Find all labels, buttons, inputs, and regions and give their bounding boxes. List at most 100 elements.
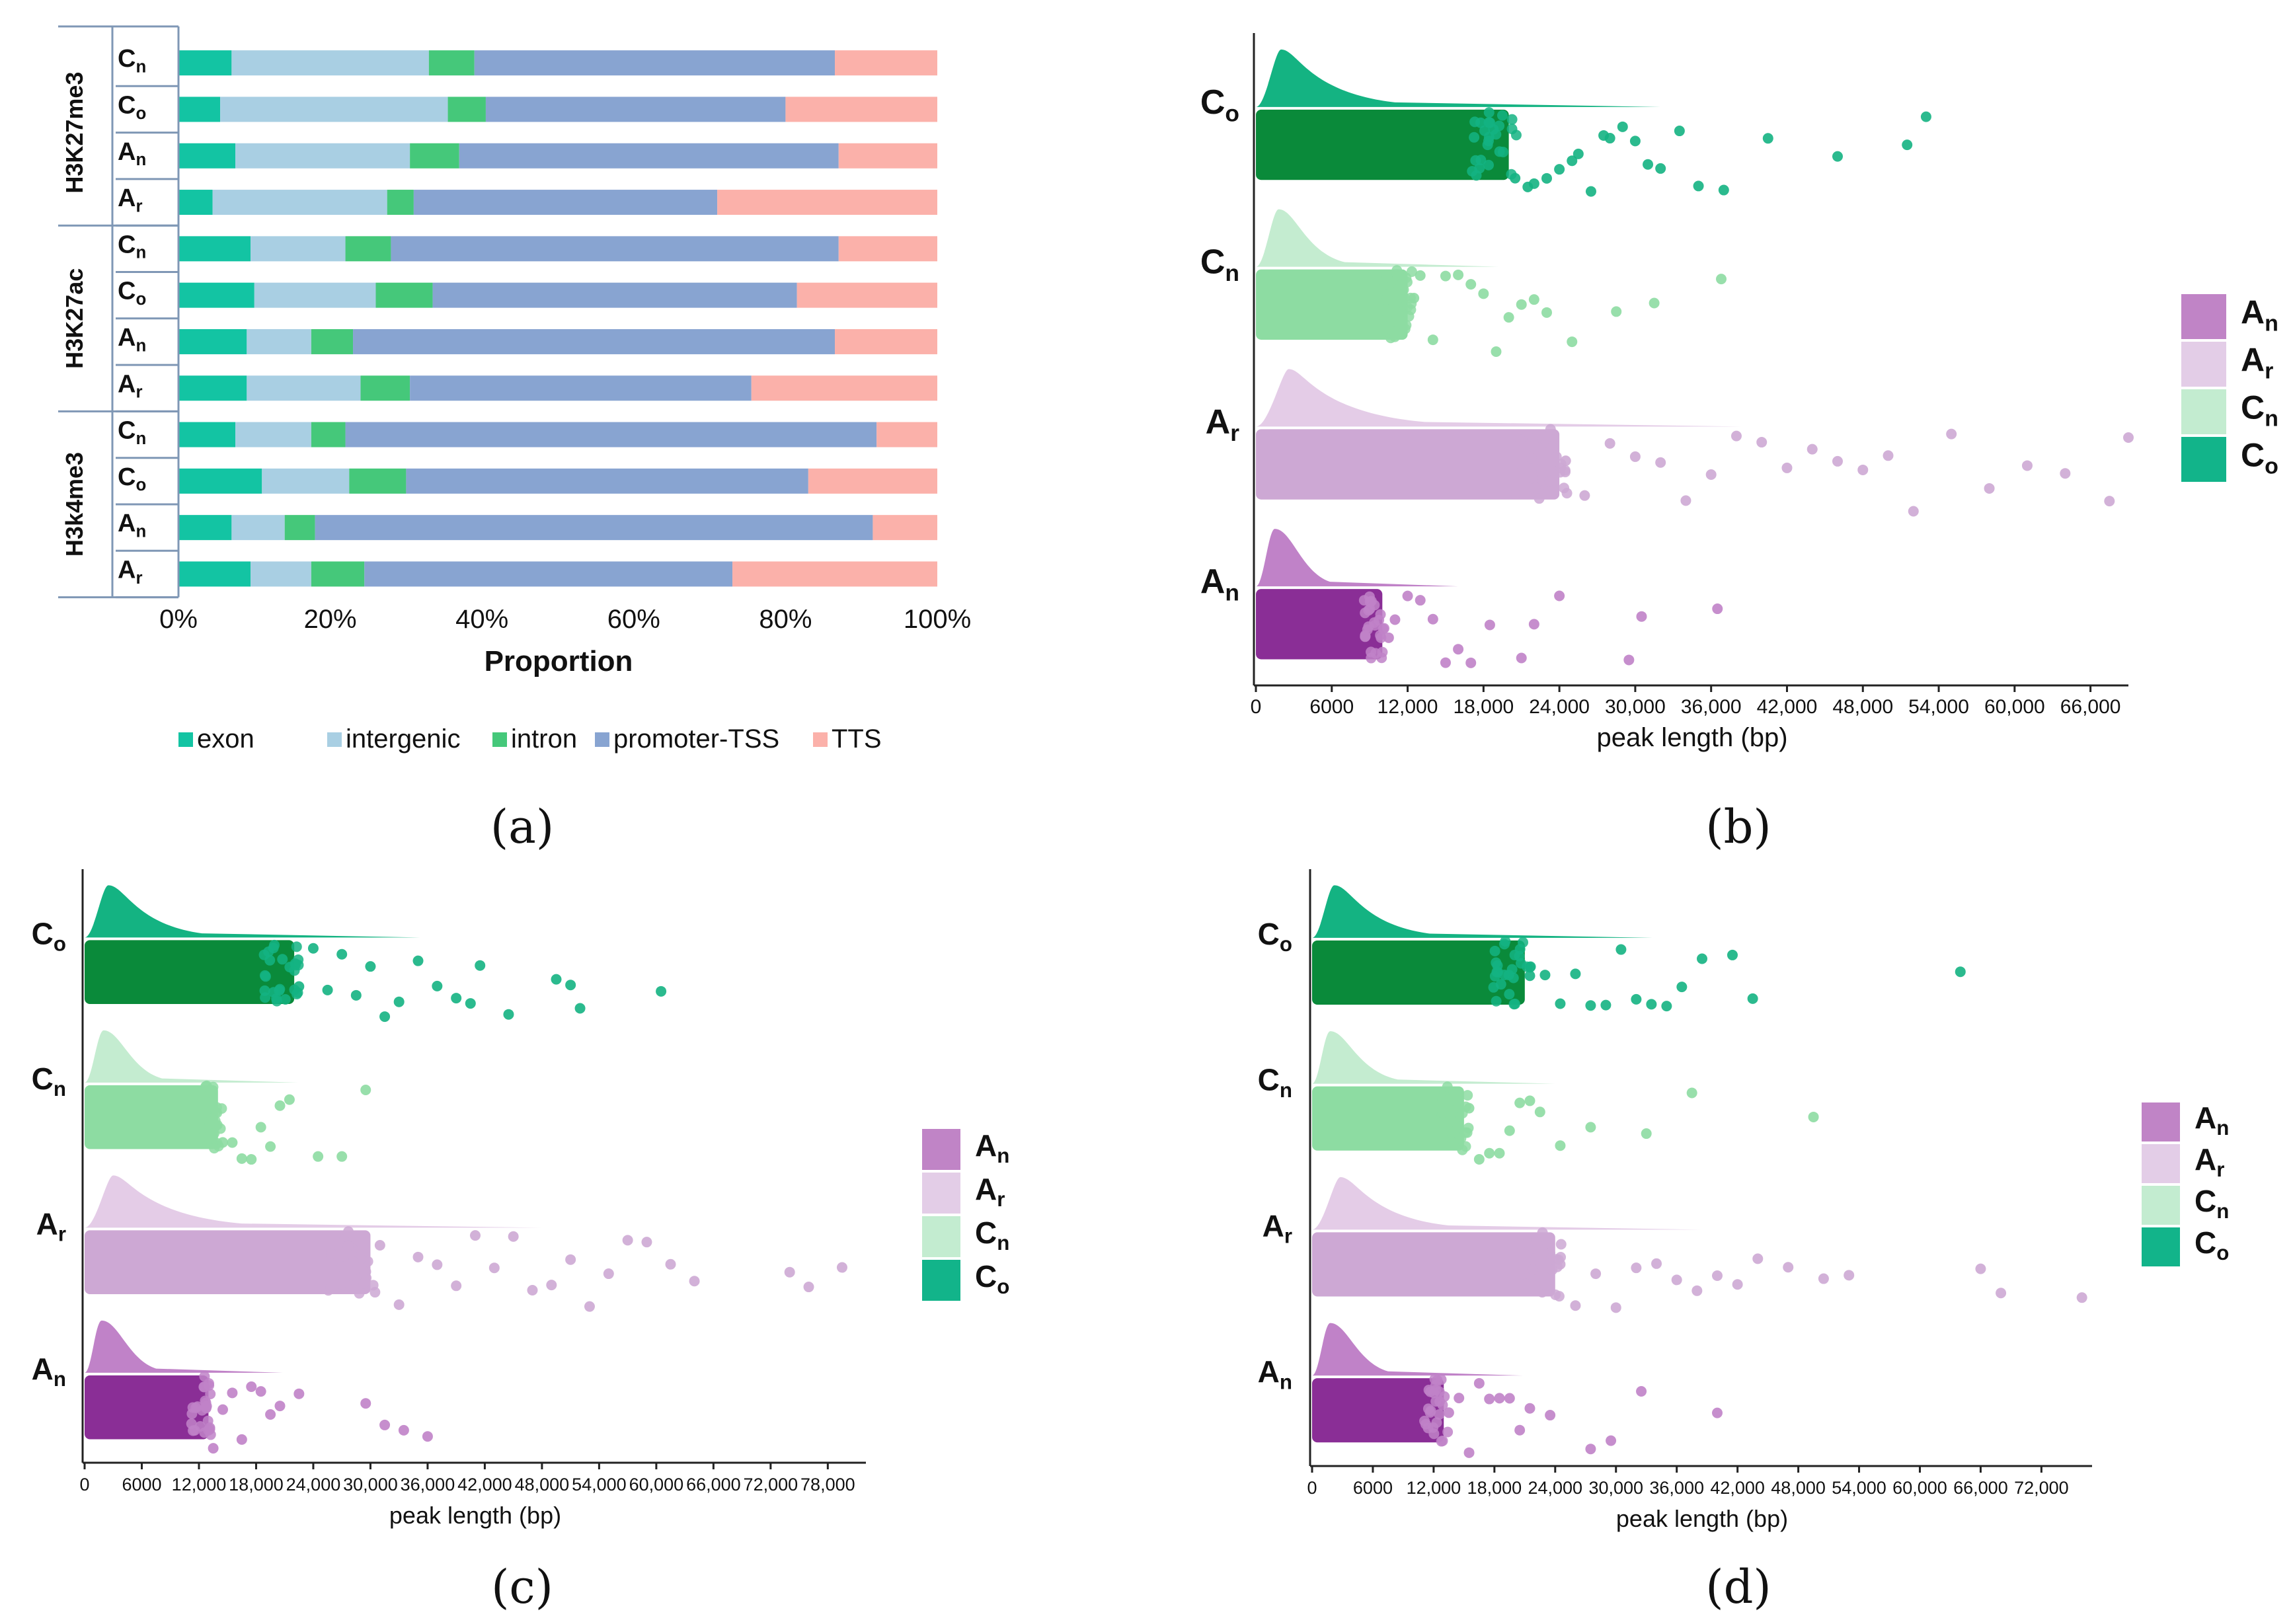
outlier-point-Ar: [1705, 469, 1717, 481]
bar-segment-intron: [349, 468, 407, 494]
outlier-point-Ar: [1832, 455, 1843, 467]
data-point-Cn: [216, 1103, 227, 1114]
bar-segment-exon: [178, 143, 236, 169]
row-label: Ar: [118, 556, 143, 587]
outlier-point-Cn: [1473, 1153, 1485, 1165]
outlier-point-Ar: [1908, 506, 1919, 517]
outlier-point-Co: [1570, 968, 1581, 980]
group-label-An: An: [1258, 1354, 1292, 1393]
group-label-Cn: Cn: [1200, 243, 1239, 286]
outlier-point-Cn: [1641, 1128, 1652, 1140]
outlier-point-Cn: [1465, 279, 1477, 290]
outlier-point-Ar: [1680, 495, 1691, 506]
row-label: Cn: [118, 231, 146, 262]
legend-label-Ar: Ar: [2195, 1142, 2224, 1181]
outlier-point-Co: [1762, 133, 1773, 144]
outlier-point-Cn: [1534, 1106, 1545, 1118]
outlier-point-Cn: [1514, 1097, 1526, 1108]
outlier-point-Ar: [1730, 430, 1742, 442]
bar-segment-TTS: [876, 422, 937, 447]
outlier-point-Co: [574, 1003, 586, 1014]
outlier-point-Co: [1655, 163, 1666, 174]
bar-segment-intron: [428, 50, 475, 76]
x-tick-label: 36,000: [1649, 1478, 1704, 1498]
bar-segment-promoter-TSS: [345, 422, 877, 447]
bar-segment-TTS: [835, 50, 937, 76]
data-point-An: [1434, 1409, 1445, 1420]
x-axis-title: peak length (bp): [389, 1502, 561, 1529]
outlier-point-Cn: [1427, 334, 1438, 346]
data-point-Co: [280, 994, 291, 1005]
data-point-An: [187, 1402, 198, 1413]
outlier-point-Co: [1646, 999, 1657, 1010]
outlier-point-Cn: [1611, 306, 1622, 317]
x-tick-label: 60%: [607, 605, 660, 634]
outlier-point-Ar: [1711, 1270, 1723, 1281]
row-label: Co: [118, 91, 146, 122]
outlier-point-Co: [1631, 993, 1642, 1005]
data-point-An: [1423, 1384, 1434, 1395]
data-point-An: [1375, 609, 1386, 620]
outlier-point-Ar: [2060, 468, 2071, 479]
bar-segment-exon: [178, 97, 221, 122]
outlier-point-An: [217, 1404, 229, 1415]
outlier-point-Ar: [1857, 464, 1869, 475]
outlier-point-Co: [336, 948, 348, 960]
data-point-An: [1360, 630, 1371, 641]
legend-label-An: An: [2195, 1101, 2229, 1140]
outlier-point-Co: [1920, 111, 1931, 122]
bar-segment-promoter-TSS: [410, 375, 752, 401]
data-point-Cn: [1399, 292, 1410, 303]
bar-segment-exon: [178, 329, 247, 354]
outlier-point-Cn: [1484, 1147, 1495, 1159]
data-point-An: [195, 1420, 206, 1432]
outlier-point-Co: [465, 998, 476, 1009]
bar-segment-intergenic: [247, 329, 311, 354]
outlier-point-An: [1524, 1403, 1535, 1414]
outlier-point-An: [1636, 611, 1647, 622]
data-point-Co: [1504, 989, 1515, 1000]
group-label-Co: Co: [32, 916, 66, 955]
data-point-An: [204, 1424, 215, 1435]
outlier-point-Co: [1674, 126, 1685, 137]
outlier-point-An: [1606, 1435, 1617, 1446]
outlier-point-Co: [503, 1009, 514, 1020]
bar-segment-intergenic: [220, 97, 448, 122]
group-label-Ar: Ar: [36, 1206, 66, 1245]
outlier-point-Co: [322, 984, 333, 995]
outlier-point-Co: [656, 986, 667, 997]
outlier-point-Ar: [1610, 1302, 1621, 1313]
x-tick-label: 20%: [304, 605, 357, 634]
outlier-point-Ar: [1807, 444, 1818, 455]
density-cloud-Cn: [85, 1030, 298, 1083]
outlier-point-Cn: [217, 1137, 229, 1148]
data-point-Co: [271, 993, 282, 1004]
outlier-point-Co: [1524, 970, 1535, 982]
data-point-Ar: [358, 1278, 369, 1289]
x-tick-label: 48,000: [1832, 696, 1893, 718]
outlier-point-Ar: [1946, 428, 1957, 440]
data-point-Ar: [1534, 442, 1545, 453]
outlier-point-Cn: [1555, 1140, 1566, 1151]
outlier-point-Ar: [508, 1231, 519, 1242]
outlier-point-Ar: [1883, 450, 1894, 461]
x-tick-label: 40%: [455, 605, 508, 634]
data-point-Ar: [342, 1241, 354, 1252]
bar-segment-intron: [345, 236, 391, 262]
x-tick-label: 72,000: [2014, 1478, 2069, 1498]
points-band-Ar: [1312, 1232, 1555, 1297]
points-band-Cn: [85, 1085, 218, 1149]
outlier-point-An: [274, 1401, 286, 1412]
outlier-point-An: [1453, 644, 1464, 655]
bar-segment-promoter-TSS: [364, 561, 733, 587]
outlier-point-Cn: [1491, 346, 1502, 358]
data-point-Cn: [199, 1102, 210, 1113]
bar-segment-intron: [360, 375, 410, 401]
data-point-An: [203, 1377, 214, 1389]
outlier-point-An: [293, 1388, 305, 1399]
bar-segment-promoter-TSS: [406, 468, 808, 494]
outlier-point-Cn: [227, 1137, 238, 1148]
bar-segment-promoter-TSS: [432, 282, 797, 308]
bar-segment-intron: [311, 329, 354, 354]
